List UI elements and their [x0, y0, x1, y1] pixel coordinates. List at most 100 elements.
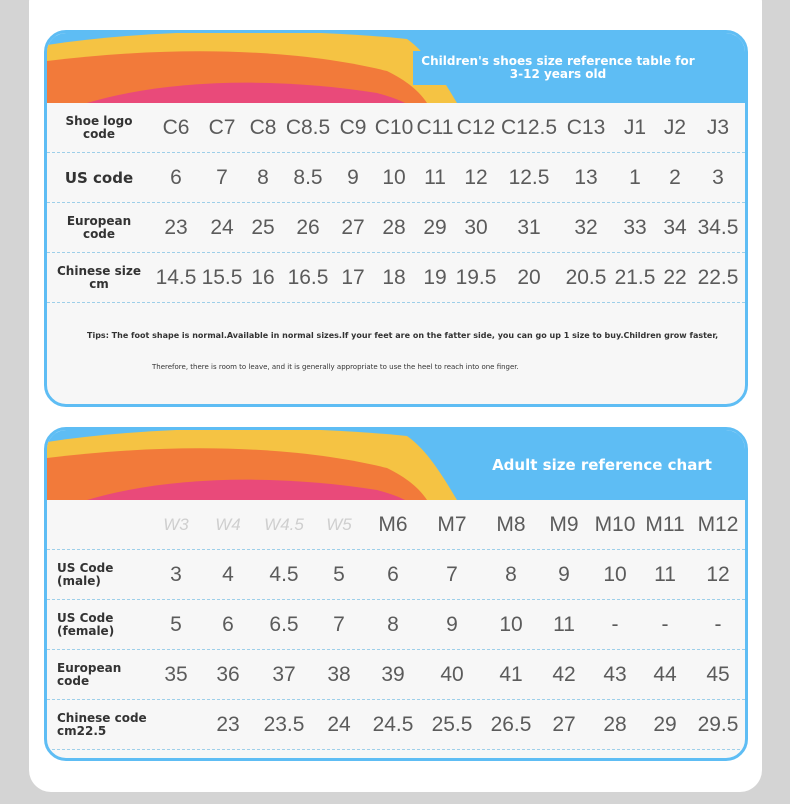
table-cell: J1 [623, 116, 647, 139]
table-cell: 11 [654, 563, 676, 586]
table-cell: 34.5 [697, 216, 739, 239]
table-cell: 23.5 [263, 713, 305, 736]
table-cell: 4 [222, 563, 234, 586]
table-cell: 5 [170, 613, 182, 636]
table-cell: M6 [378, 513, 408, 536]
table-cell: M11 [645, 513, 685, 536]
row-label: Chinese code cm22.5 [57, 711, 147, 738]
table-cell: 14.5 [155, 266, 197, 289]
table-cell: 26.5 [490, 713, 532, 736]
tips-line-2: Therefore, there is room to leave, and i… [152, 363, 519, 371]
tips-line-1: Tips: The foot shape is normal.Available… [87, 331, 719, 340]
row-label: Shoe logo code [65, 114, 133, 141]
table-cell: C6 [162, 116, 190, 139]
adult-size-card: Adult size reference chart W3 W4 W4.5 W5 M6 M… [44, 427, 748, 761]
table-cell: J3 [706, 116, 730, 139]
table-cell: 16 [251, 266, 275, 289]
table-cell: 27 [341, 216, 365, 239]
table-cell: 25 [251, 216, 275, 239]
table-cell: 24.5 [372, 713, 414, 736]
table-cell: 13 [574, 166, 598, 189]
table-cell: 42 [552, 663, 576, 686]
table-cell: C7 [208, 116, 236, 139]
table-cell: 10 [382, 166, 406, 189]
table-cell: C12.5 [500, 116, 558, 139]
table-cell: 24 [210, 216, 234, 239]
row-label: US Code (female) [57, 611, 115, 638]
table-cell: 2 [669, 166, 681, 189]
table-cell: 8 [505, 563, 517, 586]
table-cell: W3 [163, 515, 189, 534]
table-cell: 15.5 [201, 266, 243, 289]
table-cell: 38 [327, 663, 351, 686]
table-cell: 23 [164, 216, 188, 239]
table-cell: 12 [464, 166, 488, 189]
table-cell: 19.5 [455, 266, 497, 289]
table-cell: 23 [216, 713, 240, 736]
table-cell: 9 [347, 166, 359, 189]
table-cell: 25.5 [431, 713, 473, 736]
table-row: Chinese size cm 14.5 15.5 16 16.5 17 18 19 19.5 2… [47, 253, 745, 303]
table-cell: W4 [215, 515, 241, 534]
table-cell: 26 [296, 216, 320, 239]
table-cell: 12.5 [508, 166, 550, 189]
table-cell: C10 [374, 116, 414, 139]
table-cell: J2 [663, 116, 687, 139]
table-cell: 8.5 [293, 166, 323, 189]
table-cell: M9 [549, 513, 579, 536]
table-cell: M12 [697, 513, 739, 536]
table-cell: 22 [663, 266, 687, 289]
table-cell: C11 [416, 116, 454, 139]
table-cell: 20 [517, 266, 541, 289]
table-cell: 5 [333, 563, 345, 586]
table-cell: - [611, 613, 619, 636]
table-cell: 7 [216, 166, 228, 189]
table-row: US Code (male) 3 4 4.5 5 6 7 8 9 10 11 12 [47, 550, 745, 600]
table-cell: 7 [446, 563, 458, 586]
table-cell: - [714, 613, 722, 636]
table-cell: 19 [423, 266, 447, 289]
table-cell: 18 [382, 266, 406, 289]
table-cell: 29.5 [697, 713, 739, 736]
table-cell: 3 [712, 166, 724, 189]
kids-size-card: Children's shoes size reference table fo… [44, 30, 748, 407]
table-cell: 6 [387, 563, 399, 586]
table-cell: 8 [257, 166, 269, 189]
table-cell: 44 [653, 663, 677, 686]
table-cell: 10 [603, 563, 627, 586]
kids-table-title: Children's shoes size reference table fo… [421, 54, 695, 81]
table-cell: 6 [170, 166, 182, 189]
table-cell: 4.5 [269, 563, 299, 586]
table-row: US Code (female) 5 6 6.5 7 8 9 10 11 - - - [47, 600, 745, 650]
table-cell: 3 [170, 563, 182, 586]
table-cell: 21.5 [614, 266, 656, 289]
table-cell: 11 [424, 166, 446, 189]
table-cell: 17 [341, 266, 365, 289]
table-cell: 6 [222, 613, 234, 636]
brush-decoration-icon [47, 430, 457, 500]
table-cell: 11 [553, 613, 575, 636]
table-cell: 43 [603, 663, 627, 686]
adult-table-title: Adult size reference chart [492, 456, 712, 474]
table-cell: 37 [272, 663, 296, 686]
brush-decoration-icon [47, 33, 703, 103]
table-row: European code 23 24 25 26 27 28 29 30 31 32 33 34 34.… [47, 203, 745, 253]
adult-header: Adult size reference chart [47, 430, 745, 500]
table-cell: W5 [326, 515, 352, 534]
kids-tips: Tips: The foot shape is normal.Available… [47, 303, 745, 403]
table-cell: 16.5 [287, 266, 329, 289]
table-cell: C9 [339, 116, 367, 139]
table-cell: 30 [464, 216, 488, 239]
table-cell: 1 [629, 166, 641, 189]
table-cell: C12 [456, 116, 496, 139]
table-cell: M7 [437, 513, 467, 536]
table-cell: 45 [706, 663, 730, 686]
table-cell: C8 [249, 116, 277, 139]
table-row: Chinese code cm22.5 23 23.5 24 24.5 25.5 26.5 2… [47, 700, 745, 750]
row-label: Chinese size cm [57, 264, 141, 291]
table-cell: 22.5 [697, 266, 739, 289]
table-cell: 35 [164, 663, 188, 686]
table-cell: M10 [594, 513, 636, 536]
row-label: US code [64, 168, 134, 187]
table-cell: 29 [653, 713, 677, 736]
